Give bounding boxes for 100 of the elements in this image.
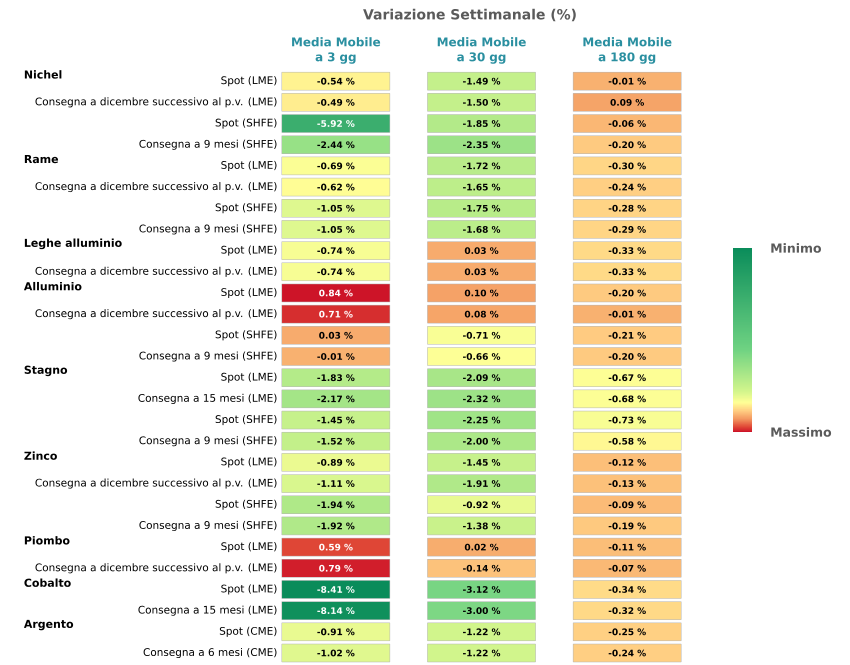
data-label: -8.41 % [317,586,355,593]
y-tick-label: Spot (SHFE) [216,118,276,129]
y2-tick-label: Zinco [24,451,57,460]
x-tick-label: Media Mobile a 3 gg [292,37,380,64]
color-bar-label: Massimo [771,427,832,437]
data-label: -0.13 % [608,480,646,487]
data-label: 0.71 % [319,310,353,318]
data-label: -0.74 % [317,247,355,254]
data-label: -0.12 % [608,459,646,466]
data-label: -0.49 % [317,98,355,106]
data-label: -0.14 % [463,564,500,572]
y-tick-label: Spot (LME) [221,457,276,468]
y-tick-label: Spot (SHFE) [216,203,276,214]
y-tick-label: Spot (LME) [221,542,276,552]
data-label: -0.62 % [317,184,355,190]
data-label: -1.50 % [463,98,500,106]
y-tick-label: Consegna a 15 mesi (LME) [138,394,276,404]
y2-tick-label: Argento [24,620,74,630]
data-label: -2.44 % [317,141,355,148]
data-label: -0.89 % [317,459,355,466]
data-label: -2.25 % [463,416,500,424]
data-label: -1.02 % [317,650,355,656]
data-label: -1.83 % [317,374,355,382]
data-label: -1.45 % [463,459,500,466]
data-label: -0.68 % [608,395,646,402]
data-label: -0.67 % [608,374,646,382]
data-label: -1.91 % [463,480,500,487]
y-tick-label: Consegna a dicembre successivo al p.v. (LME) [36,182,277,192]
data-label: -2.09 % [463,374,500,382]
data-label: -2.00 % [463,438,500,445]
data-label: -1.11 % [317,480,355,487]
data-label: -1.05 % [317,204,355,212]
data-label: -0.20 % [608,290,646,296]
data-label: 0.08 % [464,310,498,318]
color-bar-label: Minimo [771,243,821,253]
data-label: -1.72 % [463,162,500,170]
data-label: -1.45 % [317,416,355,424]
data-label: -1.75 % [463,204,500,212]
data-label: 0.09 % [610,98,644,106]
data-label: -8.14 % [317,607,355,614]
y-tick-label: Spot (LME) [221,372,276,383]
y-tick-label: Consegna a dicembre successivo al p.v. (LME) [36,97,277,108]
y-tick-label: Consegna a 9 mesi (SHFE) [139,140,276,150]
data-label: -0.91 % [317,628,355,636]
data-label: -3.00 % [463,607,500,614]
x-tick-label: Media Mobile a 30 gg [438,37,526,64]
y-tick-label: Consegna a 9 mesi (SHFE) [139,351,276,362]
data-label: -0.24 % [608,184,646,190]
data-label: -1.92 % [317,522,355,530]
data-label: -0.58 % [608,438,646,445]
data-label: -0.32 % [608,607,646,614]
y-tick-label: Consegna a dicembre successivo al p.v. (LME) [36,266,277,277]
data-label: -0.21 % [608,332,646,339]
data-label: 0.03 % [464,268,498,276]
data-label: -0.06 % [608,120,646,127]
data-label: -1.65 % [463,184,500,190]
data-label: -0.19 % [608,522,646,530]
data-label: -0.01 % [608,310,646,318]
data-label: -0.33 % [608,268,646,276]
y-tick-label: Consegna a 6 mesi (CME) [144,648,276,658]
data-label: -0.92 % [463,501,500,508]
data-label: -0.69 % [317,162,355,170]
y-tick-label: Spot (LME) [221,160,276,171]
data-label: -1.52 % [317,438,355,445]
data-label: -5.92 % [317,120,355,127]
y2-tick-label: Nichel [24,70,62,79]
data-label: 0.84 % [319,290,353,296]
y-tick-label: Spot (LME) [221,246,276,256]
y-tick-label: Spot (LME) [221,76,276,86]
y-tick-label: Consegna a 9 mesi (SHFE) [139,520,276,531]
data-label: -0.01 % [608,78,646,85]
data-label: -0.11 % [608,544,646,550]
data-label: -1.49 % [463,78,500,85]
data-label: -0.29 % [608,226,646,233]
data-label: 0.59 % [319,544,353,550]
y-tick-label: Consegna a dicembre successivo al p.v. (LME) [36,309,277,320]
chart-title: Variazione Settimanale (%) [363,8,576,22]
y-tick-label: Spot (LME) [221,288,276,298]
data-label: -0.73 % [608,416,646,424]
y-tick-label: Spot (SHFE) [216,414,276,426]
data-label: -0.01 % [317,353,355,360]
data-label: -0.28 % [608,204,646,212]
y2-tick-label: Leghe alluminio [24,238,122,250]
y2-tick-label: Piombo [24,536,70,545]
data-label: -0.20 % [608,141,646,148]
data-label: -1.22 % [463,650,500,656]
data-label: -1.68 % [463,226,500,233]
data-label: -1.05 % [317,226,355,233]
data-label: -0.33 % [608,247,646,254]
y-tick-label: Consegna a dicembre successivo al p.v. (LME) [36,478,277,489]
y2-tick-label: Rame [24,155,58,164]
data-label: -0.07 % [608,564,646,572]
y-tick-label: Spot (LME) [221,584,276,595]
data-label: -2.17 % [317,395,355,402]
y2-tick-label: Stagno [24,366,68,376]
data-label: -0.25 % [608,628,646,636]
data-label: -1.38 % [463,522,500,530]
y-tick-label: Consegna a 15 mesi (LME) [138,606,276,616]
data-label: 0.03 % [319,332,353,339]
data-label: -3.12 % [463,586,500,593]
